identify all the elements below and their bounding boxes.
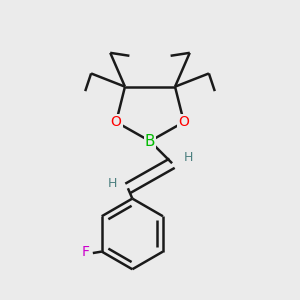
Text: B: B (145, 134, 155, 149)
Text: O: O (111, 115, 122, 129)
Text: H: H (184, 152, 193, 164)
Text: H: H (108, 177, 117, 190)
Text: O: O (178, 115, 189, 129)
Text: F: F (82, 244, 89, 259)
